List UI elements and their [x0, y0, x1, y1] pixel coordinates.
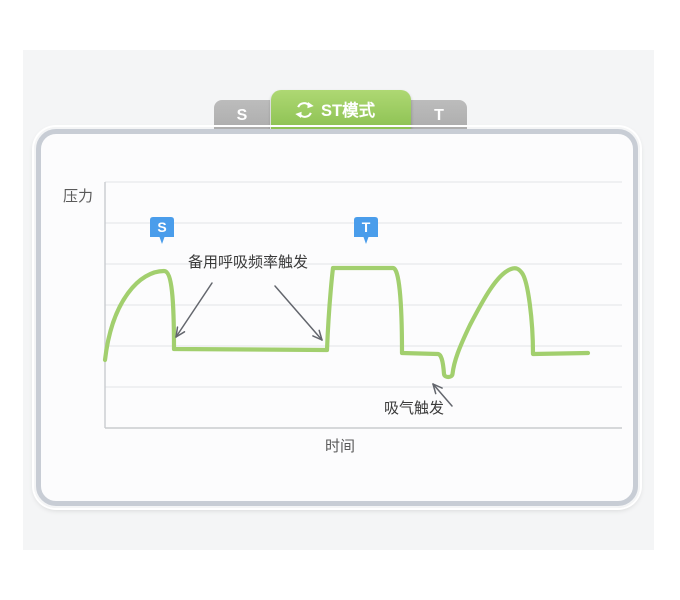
svg-text:T: T: [362, 219, 371, 235]
svg-text:S: S: [157, 219, 166, 235]
